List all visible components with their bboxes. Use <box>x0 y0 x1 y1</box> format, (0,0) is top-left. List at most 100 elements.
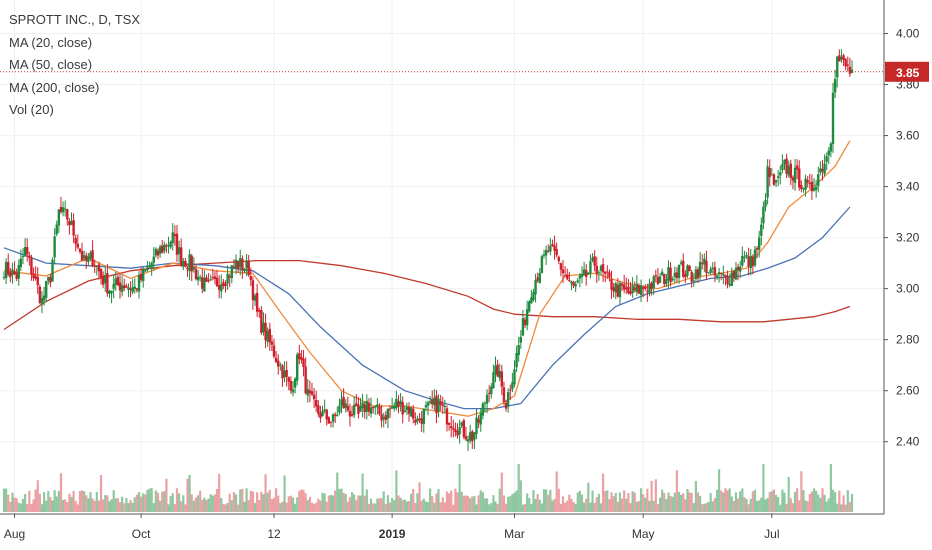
candle <box>40 291 44 314</box>
volume-bar <box>384 503 387 512</box>
volume-bar <box>585 498 588 512</box>
candle <box>445 405 449 432</box>
candle-body <box>424 405 428 408</box>
candle-body <box>637 285 641 294</box>
candle-body <box>445 408 449 425</box>
volume-bar <box>15 498 18 512</box>
candle-body <box>80 250 84 261</box>
candle-body <box>253 295 257 301</box>
candle-body <box>150 263 153 269</box>
volume-bar <box>629 503 632 512</box>
candle-body <box>622 284 626 290</box>
candle <box>114 271 118 291</box>
volume-bar <box>5 488 8 512</box>
candle-body <box>745 254 748 257</box>
candle <box>698 251 702 281</box>
candle-body <box>110 290 113 294</box>
volume-bar <box>760 497 763 512</box>
candle-body <box>367 402 371 412</box>
candle-body <box>194 268 198 280</box>
candle-body <box>378 406 381 414</box>
volume-bar <box>403 499 406 512</box>
candle <box>441 396 444 415</box>
volume-bar <box>165 478 168 512</box>
volume-bar <box>249 490 252 512</box>
candle-body <box>458 427 461 435</box>
candle-body <box>620 283 624 286</box>
volume-bar <box>547 494 550 512</box>
candle <box>386 408 390 429</box>
candle-body <box>338 405 341 413</box>
candle <box>688 264 691 272</box>
candle <box>156 248 160 260</box>
legend-ma20[interactable]: MA (20, close) <box>9 34 93 50</box>
candle-body <box>791 177 795 181</box>
candle-body <box>741 255 744 266</box>
candle <box>76 234 80 249</box>
volume-bar <box>639 488 643 512</box>
candle <box>161 239 164 254</box>
candle-body <box>137 275 141 292</box>
candle-body <box>386 409 390 419</box>
legend-ma50[interactable]: MA (50, close) <box>9 57 93 72</box>
volume-bar <box>68 493 71 512</box>
candle-body <box>540 256 544 274</box>
candle <box>692 273 695 287</box>
candle <box>473 432 476 450</box>
volume-bar <box>492 495 495 512</box>
candle-body <box>532 292 535 300</box>
candle-body <box>726 275 729 285</box>
candle-body <box>544 250 548 256</box>
candle <box>443 399 447 414</box>
candle <box>724 274 727 286</box>
volume-bar <box>519 480 522 512</box>
candle <box>741 246 744 268</box>
candle <box>57 209 61 233</box>
candle-body <box>481 403 485 416</box>
y-tick-label: 2.60 <box>896 384 920 398</box>
candle-body <box>751 256 755 267</box>
candle-body <box>635 283 639 293</box>
candle <box>612 282 615 298</box>
candle-body <box>163 244 166 251</box>
candle-body <box>262 322 265 332</box>
volume-bar <box>593 502 596 512</box>
volume-bar <box>753 489 757 512</box>
volume-bar <box>751 491 754 512</box>
candle-body <box>49 277 52 283</box>
volume-bar <box>424 501 427 512</box>
volume-bar <box>260 491 263 512</box>
volume-bar <box>834 492 837 512</box>
candle-body <box>207 280 210 282</box>
volume-bar <box>768 492 771 512</box>
volume-bar <box>93 500 96 512</box>
candle-body <box>454 429 457 433</box>
candle <box>137 271 141 299</box>
volume-bar <box>637 501 641 512</box>
volume-bar <box>720 490 723 512</box>
candle-body <box>722 273 725 276</box>
candle <box>424 401 428 412</box>
candle-body <box>131 287 134 293</box>
candle-body <box>667 267 670 281</box>
candle <box>133 278 136 294</box>
candle <box>190 253 193 282</box>
volume-bar <box>285 502 288 512</box>
candle <box>523 316 527 328</box>
candle-body <box>591 257 594 261</box>
candle-body <box>325 409 328 420</box>
candle-body <box>359 406 362 412</box>
candle <box>150 261 153 276</box>
candle <box>557 255 560 265</box>
legend-ma200[interactable]: MA (200, close) <box>9 79 100 95</box>
candle <box>260 306 263 335</box>
legend-volume[interactable]: Vol (20) <box>9 102 54 117</box>
volume-bar <box>173 504 176 512</box>
candle <box>711 262 714 274</box>
candle-body <box>650 282 653 290</box>
candle <box>42 286 46 306</box>
volume-bar <box>253 502 257 512</box>
candle-body <box>515 353 518 368</box>
candle <box>798 160 801 191</box>
